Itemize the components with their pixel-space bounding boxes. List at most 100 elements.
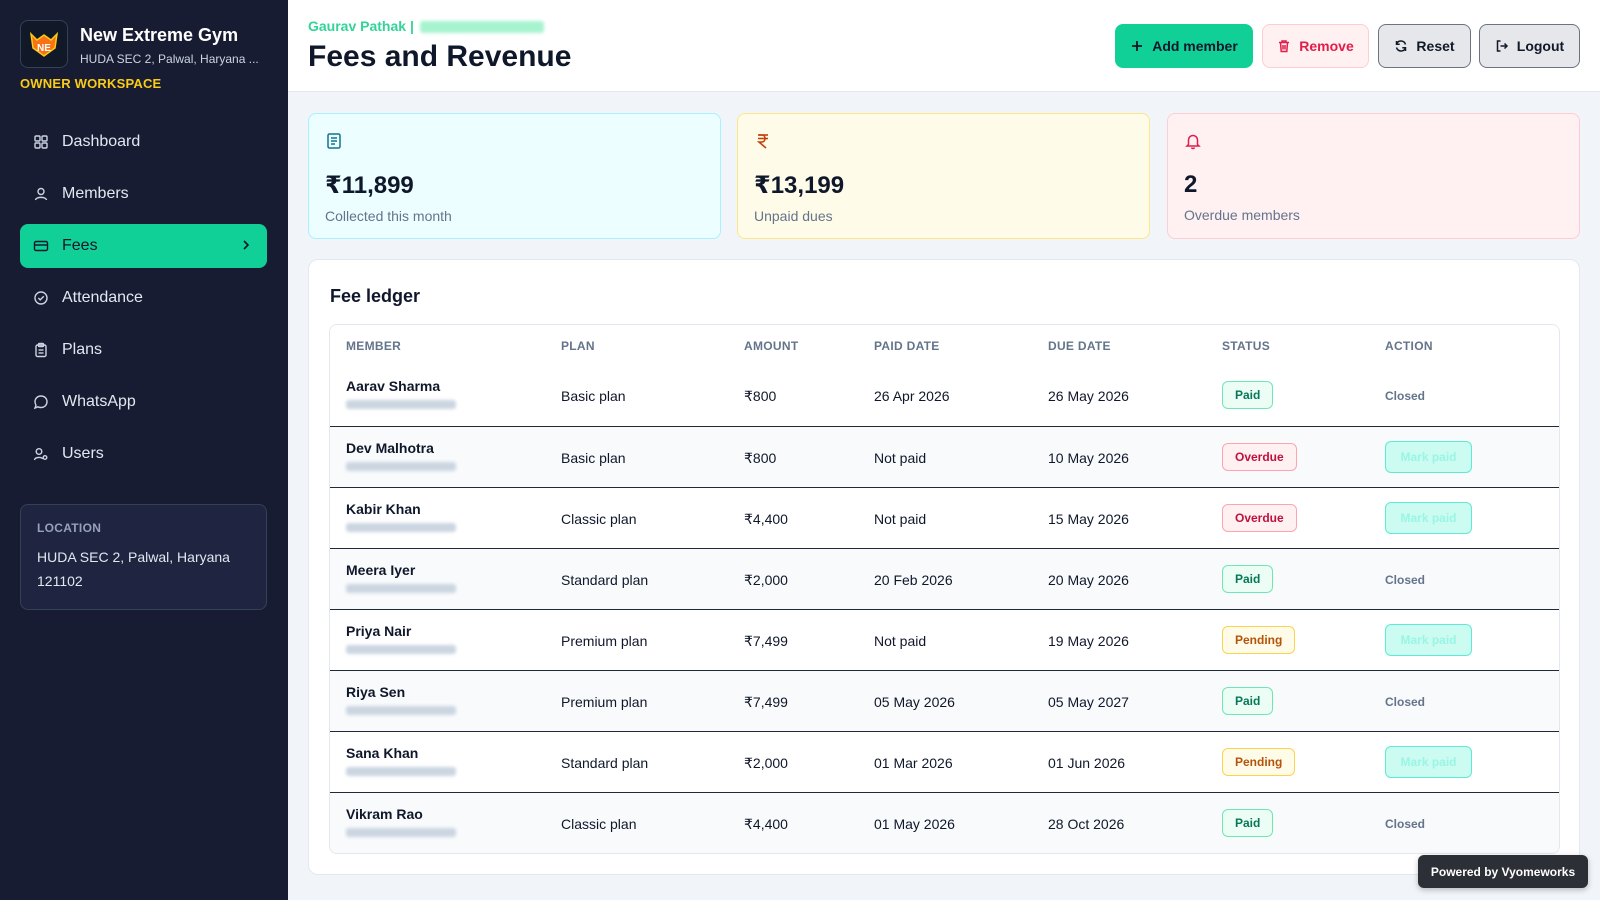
member-phone-redacted [346,584,456,593]
logout-button[interactable]: Logout [1479,24,1580,68]
member-phone-redacted [346,645,456,654]
sidebar-item-label: Plans [62,341,103,358]
table-row: Vikram Rao Classic plan ₹4,400 01 May 20… [330,792,1559,853]
owner-info: Gaurav Pathak | [308,18,544,34]
plan-cell: Standard plan [561,755,649,771]
status-badge: Paid [1222,381,1274,409]
reset-label: Reset [1416,38,1455,54]
mark-paid-button[interactable]: Mark paid [1385,746,1472,778]
gym-logo: NE [20,20,68,68]
table-row: Riya Sen Premium plan ₹7,499 05 May 2026… [330,670,1559,731]
amount-cell: ₹800 [744,388,777,404]
member-name: Priya Nair [346,623,412,639]
column-header-due-date: DUE DATE [1048,339,1111,353]
sidebar-item-label: Fees [62,237,98,254]
remove-label: Remove [1299,38,1354,54]
brand: NE New Extreme Gym HUDA SEC 2, Palwal, H… [20,20,260,68]
sidebar-item-members[interactable]: Members [20,172,267,216]
owner-name: Gaurav Pathak | [308,18,414,34]
plan-cell: Premium plan [561,633,648,649]
logo-mark-icon: NE [29,31,59,57]
stat-value: 2 [1184,171,1198,198]
due-date-cell: 05 May 2027 [1048,694,1129,710]
page-title: Fees and Revenue [308,40,572,73]
mark-paid-button[interactable]: Mark paid [1385,502,1472,534]
member-name: Dev Malhotra [346,440,434,456]
paid-date-cell: Not paid [874,511,927,527]
paid-date-cell: Not paid [874,450,927,466]
table-row: Meera Iyer Standard plan ₹2,000 20 Feb 2… [330,548,1559,609]
sidebar-item-label: Attendance [62,289,143,306]
amount-cell: ₹7,499 [744,633,788,649]
paid-date-cell: Not paid [874,633,927,649]
stat-label: Unpaid dues [754,208,833,224]
plus-icon [1132,41,1143,51]
fee-ledger: Fee ledger MEMBER PLAN AMOUNT PAID DATE … [308,259,1580,875]
due-date-cell: 26 May 2026 [1048,388,1129,404]
sidebar: NE New Extreme Gym HUDA SEC 2, Palwal, H… [0,0,288,900]
remove-button[interactable]: Remove [1262,24,1369,68]
rupee-icon [756,134,768,149]
amount-cell: ₹4,400 [744,816,788,832]
owner-phone-redacted [419,21,544,34]
due-date-cell: 01 Jun 2026 [1048,755,1126,771]
sidebar-item-label: Dashboard [62,133,141,150]
paid-date-cell: 01 Mar 2026 [874,755,953,771]
amount-cell: ₹7,499 [744,694,788,710]
member-name: Meera Iyer [346,562,416,578]
sidebar-item-whatsapp[interactable]: WhatsApp [20,380,267,424]
mark-paid-button[interactable]: Mark paid [1385,441,1472,473]
user-icon [34,187,48,201]
action-closed: Closed [1385,817,1426,831]
sidebar-item-plans[interactable]: Plans [20,328,267,372]
dashboard-icon [34,135,48,149]
logo-text: NE [37,43,51,54]
paid-date-cell: 01 May 2026 [874,816,955,832]
column-header-member: MEMBER [346,339,402,353]
sidebar-item-label: WhatsApp [62,393,136,410]
due-date-cell: 28 Oct 2026 [1048,816,1125,832]
member-phone-redacted [346,462,456,471]
amount-cell: ₹800 [744,450,777,466]
sidebar-item-fees[interactable]: Fees [20,224,267,268]
status-badge: Overdue [1222,443,1297,471]
chat-icon [33,395,48,410]
status-badge: Paid [1222,687,1274,715]
location-card: LOCATION HUDA SEC 2, Palwal, Haryana 121… [20,504,267,610]
column-header-status: STATUS [1222,339,1271,353]
receipt-icon [327,133,341,149]
plan-cell: Classic plan [561,511,637,527]
clipboard-icon [35,342,47,358]
due-date-cell: 20 May 2026 [1048,572,1129,588]
stat-label: Collected this month [325,208,452,224]
member-phone-redacted [346,828,456,837]
powered-by-badge: Powered by Vyomeworks [1418,855,1588,888]
table-row: Kabir Khan Classic plan ₹4,400 Not paid … [330,487,1559,548]
plan-cell: Classic plan [561,816,637,832]
sidebar-item-dashboard[interactable]: Dashboard [20,120,267,164]
sidebar-item-attendance[interactable]: Attendance [20,276,267,320]
column-header-amount: AMOUNT [744,339,799,353]
table-header: MEMBER PLAN AMOUNT PAID DATE DUE DATE ST… [330,325,1559,365]
mark-paid-button[interactable]: Mark paid [1385,624,1472,656]
table-row: Aarav Sharma Basic plan ₹800 26 Apr 2026… [330,365,1559,426]
amount-cell: ₹2,000 [744,755,788,771]
stat-value: ₹13,199 [754,172,845,199]
member-name: Vikram Rao [346,806,423,822]
amount-cell: ₹4,400 [744,511,788,527]
reset-button[interactable]: Reset [1378,24,1471,68]
paid-date-cell: 20 Feb 2026 [874,572,953,588]
trash-icon [1279,40,1290,53]
sidebar-item-label: Users [62,445,104,462]
status-badge: Paid [1222,565,1274,593]
sidebar-item-users[interactable]: Users [20,432,267,476]
logout-label: Logout [1516,38,1565,54]
plan-cell: Standard plan [561,572,649,588]
stat-value: ₹11,899 [325,172,414,199]
add-member-button[interactable]: Add member [1115,24,1253,68]
member-phone-redacted [346,767,456,776]
stat-label: Overdue members [1184,207,1300,223]
column-header-paid-date: PAID DATE [874,339,940,353]
bell-icon [1185,134,1201,150]
users-gear-icon [33,448,48,461]
